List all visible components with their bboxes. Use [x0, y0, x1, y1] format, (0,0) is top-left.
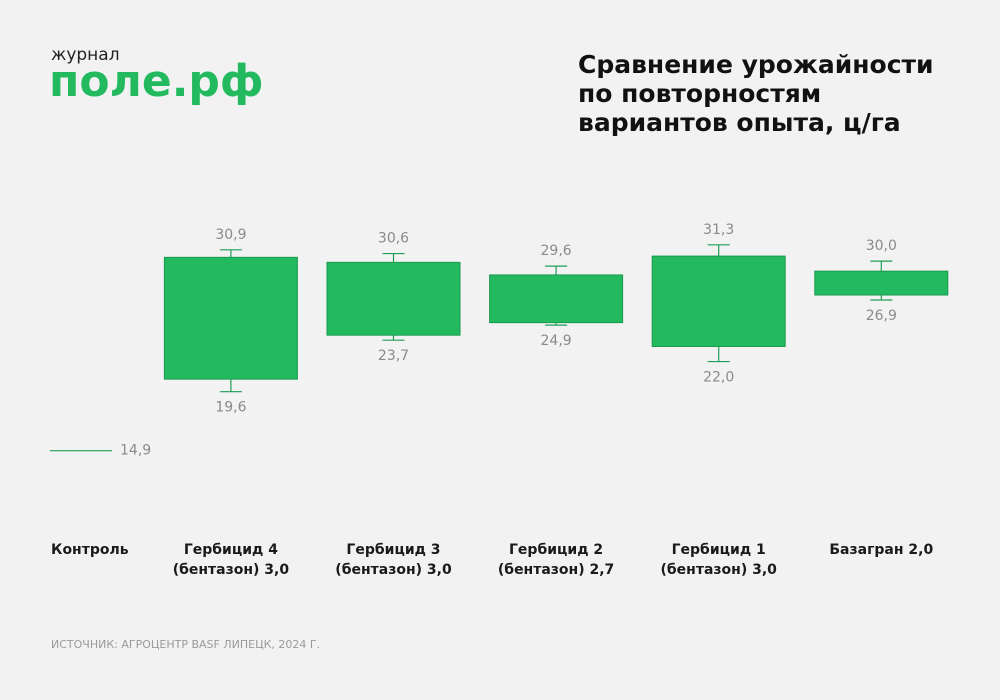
max-label: 30,9 [215, 227, 246, 243]
max-label: 31,3 [703, 222, 734, 238]
reference-label: 14,9 [120, 443, 151, 459]
max-label: 30,0 [866, 238, 897, 254]
category-label: Гербицид 2 (бентазон) 2,7 [497, 542, 615, 578]
box [163, 256, 298, 380]
max-label: 29,6 [541, 243, 572, 259]
category-label: Контроль [51, 542, 129, 558]
max-label: 30,6 [378, 231, 409, 247]
box [651, 255, 786, 347]
category-label: Базагран 2,0 [829, 542, 934, 558]
category-label: Гербицид 3 (бентазон) 3,0 [335, 542, 452, 578]
logo-kicker: журнал [51, 45, 120, 65]
box [326, 261, 461, 336]
min-label: 22,0 [703, 370, 734, 386]
source: ИСТОЧНИК: АГРОЦЕНТР BASF ЛИПЕЦК, 2024 Г. [51, 638, 321, 651]
min-label: 24,9 [541, 333, 572, 349]
box [489, 274, 624, 324]
min-label: 23,7 [378, 348, 409, 364]
min-label: 19,6 [215, 400, 246, 416]
chart-title: Сравнение урожайности по повторностям ва… [578, 50, 934, 137]
category-label: Гербицид 4 (бентазон) 3,0 [172, 542, 290, 578]
box [814, 270, 949, 296]
category-label: Гербицид 1 (бентазон) 3,0 [660, 542, 777, 578]
min-label: 26,9 [866, 308, 897, 324]
logo-brand: поле.рф [49, 56, 264, 107]
